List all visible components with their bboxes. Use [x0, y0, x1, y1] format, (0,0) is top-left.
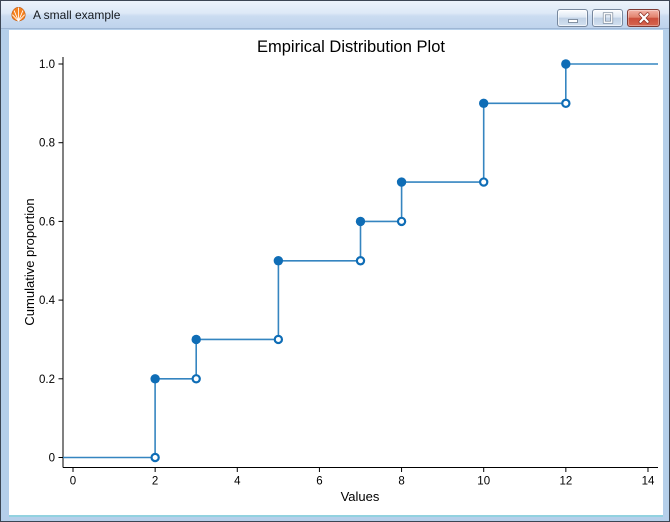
y-tick-label: 0.8 — [39, 138, 55, 150]
ecdf-marker-filled — [561, 59, 571, 69]
window-controls — [557, 9, 660, 27]
ecdf-marker-open — [561, 98, 571, 109]
x-tick-label: 0 — [70, 476, 76, 488]
ecdf-marker-filled — [396, 177, 407, 187]
ecdf-chart: Empirical Distribution Plot Values Cumul… — [22, 38, 658, 504]
x-tick-label: 2 — [152, 476, 158, 488]
ecdf-marker-filled — [150, 374, 160, 384]
maximize-button[interactable] — [592, 9, 623, 27]
minimize-icon — [567, 19, 578, 23]
x-tick-label: 6 — [316, 476, 322, 488]
y-tick-label: 0 — [49, 453, 55, 465]
ecdf-marker-open — [191, 374, 201, 384]
ecdf-marker-open — [396, 216, 407, 227]
titlebar[interactable]: A small example — [1, 1, 669, 29]
chart-title: Empirical Distribution Plot — [257, 38, 445, 56]
x-tick-label: 14 — [642, 476, 655, 488]
y-axis-label: Cumulative proportion — [22, 198, 37, 325]
ecdf-step-line — [63, 63, 658, 459]
x-tick-label: 12 — [559, 476, 572, 488]
ecdf-series — [63, 59, 658, 463]
x-tick-label: 10 — [477, 476, 490, 488]
ecdf-marker-open — [273, 334, 284, 345]
ecdf-marker-filled — [273, 256, 284, 266]
ecdf-marker-open — [150, 452, 160, 463]
y-tick-label: 1.0 — [39, 59, 55, 71]
frame-accent — [9, 515, 663, 517]
axes: 0 2 4 6 8 10 12 14 0 0.2 0.4 0.6 0.8 1.0 — [39, 57, 658, 488]
plot-canvas: Empirical Distribution Plot Values Cumul… — [9, 30, 663, 515]
close-icon — [638, 12, 649, 24]
ecdf-marker-filled — [191, 334, 201, 345]
shell-icon — [10, 6, 27, 23]
ecdf-marker-open — [355, 256, 366, 266]
minimize-button[interactable] — [557, 9, 588, 27]
maximize-icon — [602, 12, 613, 24]
x-tick-label: 4 — [234, 476, 241, 488]
x-axis-label: Values — [341, 489, 380, 504]
ecdf-marker-filled — [355, 216, 366, 227]
close-button[interactable] — [627, 9, 660, 27]
y-tick-label: 0.2 — [39, 374, 55, 386]
y-tick-label: 0.4 — [39, 295, 56, 307]
y-tick-label: 0.6 — [39, 216, 55, 228]
ecdf-marker-open — [479, 177, 489, 187]
x-tick-label: 8 — [398, 476, 404, 488]
window-title: A small example — [33, 7, 121, 22]
ecdf-marker-filled — [479, 98, 489, 109]
